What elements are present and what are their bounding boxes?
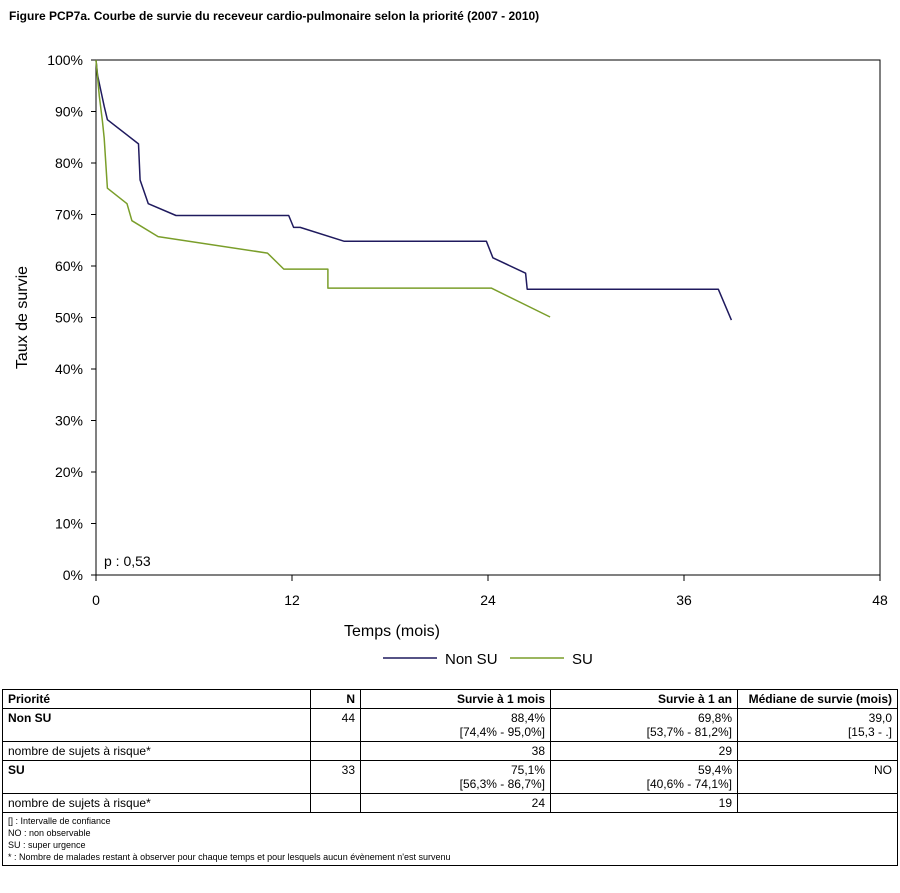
row-survie-1-an: 29 — [550, 741, 738, 761]
header-n: N — [310, 689, 361, 709]
row-survie-1-mois-value: 75,1% — [510, 763, 545, 777]
x-tick-label: 36 — [676, 592, 692, 608]
row-survie-1-mois: 88,4% [74,4% - 95,0%] — [360, 708, 551, 742]
table-row: nombre de sujets à risque* 24 19 — [2, 793, 898, 813]
row-survie-1-mois: 75,1% [56,3% - 86,7%] — [360, 760, 551, 794]
note-risk: * : Nombre de malades restant à observer… — [8, 852, 451, 862]
x-tick-label: 12 — [284, 592, 300, 608]
y-tick-label: 80% — [55, 155, 83, 171]
row-n-value: 44 — [341, 711, 355, 725]
series-line-su — [95, 59, 551, 318]
x-tick-label: 24 — [480, 592, 496, 608]
row-mediane — [737, 741, 898, 761]
row-label-value: nombre de sujets à risque* — [8, 744, 151, 758]
table-row: Non SU 44 88,4% [74,4% - 95,0%] 69,8% [53,7% … — [2, 708, 898, 742]
header-mediane: Médiane de survie (mois) — [737, 689, 898, 709]
row-mediane-ci: [15,3 - .] — [847, 725, 892, 739]
legend-label-non-su: Non SU — [445, 651, 498, 668]
x-axis-label: Temps (mois) — [344, 623, 440, 640]
row-survie-1-mois-ci: [56,3% - 86,7%] — [459, 777, 545, 791]
table-notes: [] : Intervalle de confiance NO : non ob… — [2, 812, 898, 866]
header-survie-1-an: Survie à 1 an — [550, 689, 738, 709]
row-survie-1-an-ci: [53,7% - 81,2%] — [646, 725, 732, 739]
plot-frame — [95, 59, 881, 576]
row-survie-1-an-value: 29 — [718, 744, 732, 758]
x-tick-label: 48 — [872, 592, 888, 608]
row-n — [310, 741, 361, 761]
x-tick-label: 0 — [92, 592, 100, 608]
row-survie-1-an: 59,4% [40,6% - 74,1%] — [550, 760, 738, 794]
row-n — [310, 793, 361, 813]
y-tick-label: 90% — [55, 104, 83, 120]
y-tick-label: 10% — [55, 516, 83, 532]
row-mediane — [737, 793, 898, 813]
row-survie-1-an: 19 — [550, 793, 738, 813]
row-mediane: 39,0 [15,3 - .] — [737, 708, 898, 742]
y-tick-label: 60% — [55, 258, 83, 274]
row-survie-1-an-value: 59,4% — [697, 763, 732, 777]
y-tick-label: 40% — [55, 361, 83, 377]
series-line-non-su — [95, 59, 733, 321]
row-n-value: 33 — [341, 763, 355, 777]
row-label: Non SU — [2, 708, 311, 742]
survival-chart: 0% 10% 20% 30% 40% 50% 60% 70% 80% 90% 100% 0 12 24 36… — [14, 52, 888, 668]
row-label: nombre de sujets à risque* — [2, 793, 311, 813]
row-survie-1-an: 69,8% [53,7% - 81,2%] — [550, 708, 738, 742]
table-header-row: Priorité N Survie à 1 mois Survie à 1 an… — [2, 689, 898, 709]
row-label-value: Non SU — [8, 711, 52, 725]
header-priorite: Priorité — [2, 689, 311, 709]
row-survie-1-mois: 24 — [360, 793, 551, 813]
note-no: NO : non observable — [8, 828, 91, 838]
table-row: nombre de sujets à risque* 38 29 — [2, 741, 898, 761]
p-value-annotation: p : 0,53 — [104, 553, 151, 569]
y-tick-label: 0% — [63, 567, 83, 583]
row-mediane-value: NO — [874, 763, 892, 777]
legend-label-su: SU — [572, 651, 593, 668]
y-tick-label: 50% — [55, 310, 83, 326]
row-survie-1-an-ci: [40,6% - 74,1%] — [646, 777, 732, 791]
header-survie-1-mois: Survie à 1 mois — [360, 689, 551, 709]
y-tick-label: 100% — [47, 52, 83, 68]
row-mediane: NO — [737, 760, 898, 794]
y-axis-label: Taux de survie — [14, 266, 31, 369]
row-survie-1-mois-value: 24 — [531, 796, 545, 810]
row-survie-1-an-value: 69,8% — [697, 711, 732, 725]
row-label-value: nombre de sujets à risque* — [8, 796, 151, 810]
table-row: SU 33 75,1% [56,3% - 86,7%] 59,4% [40,6% - 74… — [2, 760, 898, 794]
row-survie-1-mois-value: 38 — [531, 744, 545, 758]
note-su: SU : super urgence — [8, 840, 86, 850]
row-n: 33 — [310, 760, 361, 794]
survival-table: Priorité N Survie à 1 mois Survie à 1 an… — [2, 689, 898, 866]
row-mediane-value: 39,0 — [868, 711, 892, 725]
figure-title: Figure PCP7a. Courbe de survie du receve… — [9, 9, 540, 23]
row-label: SU — [2, 760, 311, 794]
y-tick-label: 70% — [55, 207, 83, 223]
note-ci: [] : Intervalle de confiance — [8, 816, 111, 826]
row-survie-1-mois-ci: [74,4% - 95,0%] — [459, 725, 545, 739]
row-survie-1-mois-value: 88,4% — [510, 711, 545, 725]
row-n: 44 — [310, 708, 361, 742]
row-survie-1-an-value: 19 — [718, 796, 732, 810]
row-label: nombre de sujets à risque* — [2, 741, 311, 761]
row-label-value: SU — [8, 763, 25, 777]
y-tick-label: 20% — [55, 464, 83, 480]
row-survie-1-mois: 38 — [360, 741, 551, 761]
y-tick-label: 30% — [55, 413, 83, 429]
